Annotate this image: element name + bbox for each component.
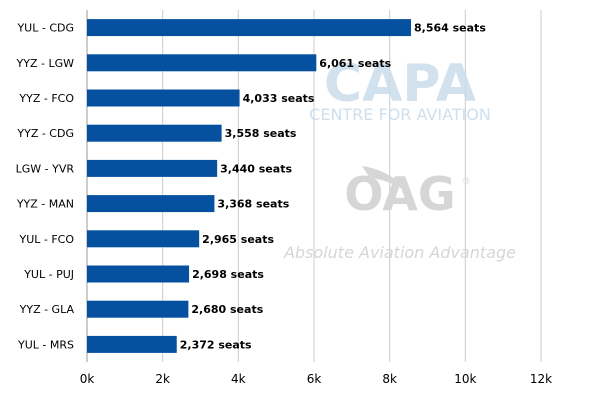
x-tick-label: 4k [231,372,246,386]
y-category-label: YUL - MRS [17,338,74,351]
x-tick-label: 0k [80,372,95,386]
bar [87,265,190,283]
bar [87,19,412,37]
x-tick-label: 6k [307,372,322,386]
y-category-label: YYZ - LGW [16,57,75,70]
bar-value-label: 2,680 seats [191,303,263,316]
y-category-label: YUL - FCO [18,233,74,246]
y-category-label: YYZ - MAN [16,198,74,211]
bar-value-label: 6,061 seats [319,57,391,70]
capa-subtitle-watermark: CENTRE FOR AVIATION [309,105,491,124]
y-category-label: YYZ - GLA [19,303,75,316]
y-category-label: YUL - CDG [16,22,74,35]
y-category-label: YYZ - CDG [16,127,74,140]
oag-tagline-watermark: Absolute Aviation Advantage [283,243,516,262]
y-category-label: LGW - YVR [16,162,75,175]
x-tick-label: 8k [382,372,397,386]
y-category-label: YUL - PUJ [23,268,74,281]
bar [87,159,218,177]
oag-logo-watermark: OAG [344,167,455,221]
labels: 0k 2k 4k 6k 8k 10k 12k YUL - CDG 8,564 seats YYZ … [16,22,553,386]
bar [87,300,189,318]
oag-registered-mark: ® [462,177,471,187]
x-tick-label: 2k [155,372,170,386]
bars [87,19,412,353]
watermarks: CAPA CENTRE FOR AVIATION OAG ® Absolute … [283,54,516,262]
bar [87,124,222,142]
bar-value-label: 3,368 seats [217,198,289,211]
bar-value-label: 2,698 seats [192,268,264,281]
bar-value-label: 2,965 seats [202,233,274,246]
bar-value-label: 3,558 seats [225,127,297,140]
bar [87,195,215,213]
bar [87,54,317,72]
bar [87,89,240,107]
capa-logo-watermark: CAPA [324,54,476,114]
bar [87,230,200,248]
oag-swoosh-icon [362,166,412,196]
bar [87,335,177,353]
bar-value-label: 8,564 seats [414,22,486,35]
y-category-label: YYZ - FCO [18,92,74,105]
x-tick-label: 10k [454,372,476,386]
bar-value-label: 3,440 seats [220,162,292,175]
bar-value-label: 4,033 seats [243,92,315,105]
bar-value-label: 2,372 seats [180,338,252,351]
x-tick-label: 12k [530,372,552,386]
